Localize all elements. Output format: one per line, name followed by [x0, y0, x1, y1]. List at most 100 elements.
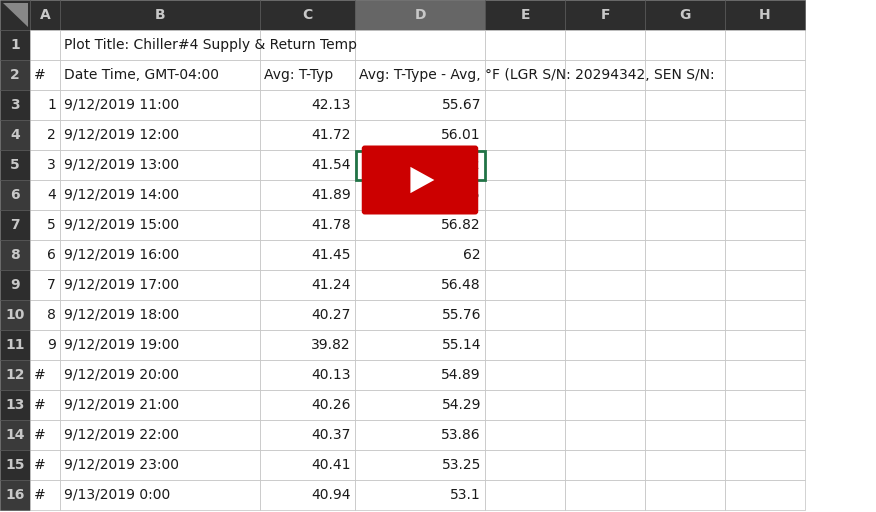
- Bar: [30, 300, 60, 330]
- Bar: [60, 450, 260, 480]
- Bar: [725, 90, 805, 120]
- Bar: [645, 60, 725, 90]
- Bar: [565, 60, 645, 90]
- Text: 56.01: 56.01: [442, 128, 481, 142]
- Bar: [565, 30, 645, 60]
- Polygon shape: [411, 167, 434, 193]
- Bar: [355, 420, 485, 450]
- Bar: [485, 300, 565, 330]
- Text: 1: 1: [47, 98, 56, 112]
- Bar: [485, 150, 565, 180]
- Bar: [30, 0, 60, 30]
- Bar: [355, 120, 485, 150]
- Bar: [30, 360, 60, 390]
- Text: #: #: [34, 368, 46, 382]
- Bar: [260, 120, 355, 150]
- Bar: [565, 240, 645, 270]
- Bar: [565, 210, 645, 240]
- Bar: [0, 360, 30, 390]
- Bar: [485, 90, 565, 120]
- Bar: [565, 150, 645, 180]
- Bar: [0, 180, 30, 210]
- Text: 9/12/2019 14:00: 9/12/2019 14:00: [64, 188, 179, 202]
- Bar: [645, 0, 725, 30]
- Bar: [356, 151, 484, 180]
- Bar: [260, 360, 355, 390]
- Text: 41.54: 41.54: [312, 158, 351, 172]
- Text: H: H: [759, 8, 771, 22]
- Bar: [30, 120, 60, 150]
- Bar: [260, 210, 355, 240]
- Bar: [60, 270, 260, 300]
- Bar: [725, 420, 805, 450]
- Text: 3: 3: [11, 98, 20, 112]
- Bar: [60, 390, 260, 420]
- Bar: [260, 0, 355, 30]
- Bar: [60, 210, 260, 240]
- Bar: [485, 210, 565, 240]
- Bar: [565, 180, 645, 210]
- Bar: [355, 360, 485, 390]
- Text: Plot Title: Chiller#4 Supply & Return Temp: Plot Title: Chiller#4 Supply & Return Te…: [64, 38, 357, 52]
- Text: 56.12: 56.12: [442, 158, 481, 172]
- Bar: [645, 360, 725, 390]
- Bar: [725, 390, 805, 420]
- Bar: [60, 480, 260, 510]
- Text: 54.89: 54.89: [442, 368, 481, 382]
- Bar: [30, 210, 60, 240]
- Text: 9/12/2019 21:00: 9/12/2019 21:00: [64, 398, 179, 412]
- Text: 10: 10: [5, 308, 25, 322]
- Bar: [645, 240, 725, 270]
- Bar: [30, 150, 60, 180]
- Text: 53.25: 53.25: [442, 458, 481, 472]
- Text: 12: 12: [5, 368, 25, 382]
- Text: Avg: T-Type - Avg, °F (LGR S/N: 20294342, SEN S/N:: Avg: T-Type - Avg, °F (LGR S/N: 20294342…: [359, 68, 715, 82]
- Text: 9/12/2019 16:00: 9/12/2019 16:00: [64, 248, 180, 262]
- Bar: [60, 150, 260, 180]
- Text: D: D: [414, 8, 426, 22]
- Text: 41.45: 41.45: [312, 248, 351, 262]
- Bar: [30, 180, 60, 210]
- Text: 56.82: 56.82: [442, 218, 481, 232]
- Text: 11: 11: [5, 338, 25, 352]
- Bar: [355, 60, 485, 90]
- Text: A: A: [39, 8, 51, 22]
- Bar: [565, 0, 645, 30]
- Text: B: B: [155, 8, 166, 22]
- Bar: [260, 420, 355, 450]
- Bar: [725, 0, 805, 30]
- Text: 7: 7: [11, 218, 20, 232]
- Bar: [0, 120, 30, 150]
- Bar: [60, 120, 260, 150]
- Text: 3: 3: [47, 158, 56, 172]
- Bar: [645, 270, 725, 300]
- Bar: [355, 390, 485, 420]
- Text: 40.41: 40.41: [312, 458, 351, 472]
- Bar: [260, 330, 355, 360]
- Bar: [725, 30, 805, 60]
- Text: 9/12/2019 11:00: 9/12/2019 11:00: [64, 98, 180, 112]
- Text: 41.24: 41.24: [312, 278, 351, 292]
- Bar: [645, 90, 725, 120]
- Bar: [260, 450, 355, 480]
- Bar: [260, 480, 355, 510]
- Bar: [0, 60, 30, 90]
- Text: 5: 5: [47, 218, 56, 232]
- Bar: [565, 270, 645, 300]
- Bar: [260, 270, 355, 300]
- Text: 41.78: 41.78: [311, 218, 351, 232]
- Bar: [260, 150, 355, 180]
- Bar: [260, 180, 355, 210]
- Bar: [260, 90, 355, 120]
- Bar: [485, 360, 565, 390]
- Text: 55.14: 55.14: [442, 338, 481, 352]
- Bar: [645, 150, 725, 180]
- Bar: [485, 390, 565, 420]
- Text: F: F: [600, 8, 610, 22]
- Bar: [725, 180, 805, 210]
- Bar: [260, 30, 355, 60]
- Text: 40.13: 40.13: [312, 368, 351, 382]
- Bar: [355, 210, 485, 240]
- Bar: [0, 390, 30, 420]
- Bar: [0, 330, 30, 360]
